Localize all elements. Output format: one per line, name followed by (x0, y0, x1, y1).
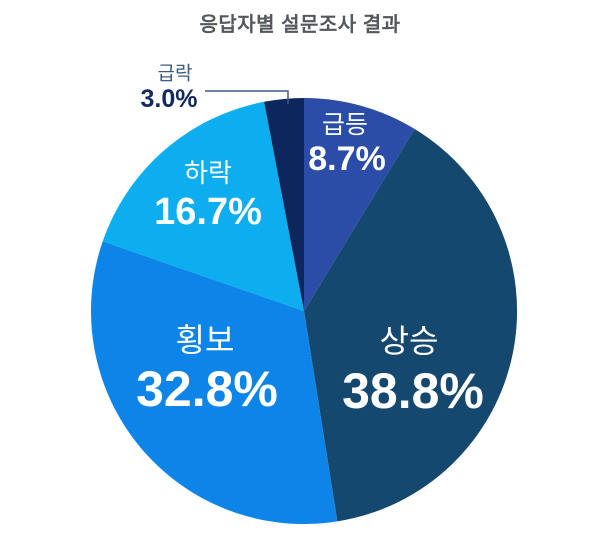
slice-label-fall: 하락 (184, 158, 232, 188)
slice-label-surge: 급등 (322, 111, 368, 139)
slice-label-rise: 상승 (380, 323, 439, 359)
slice-value-surge: 8.7% (308, 140, 386, 178)
leader-line-plunge (205, 90, 289, 104)
pie-slice-rise (304, 129, 518, 522)
chart-title: 응답자별 설문조사 결과 (199, 14, 401, 36)
pie-slice-fall (102, 101, 304, 311)
slice-value-fall: 16.7% (154, 191, 262, 233)
slice-label-sideways: 횡보 (176, 322, 235, 358)
pie-slice-surge (304, 97, 415, 311)
pie-slice-plunge (264, 98, 304, 311)
slice-value-sideways: 32.8% (136, 361, 278, 417)
slice-value-rise: 38.8% (342, 363, 484, 419)
pie-slice-sideways (91, 241, 338, 525)
slice-label-plunge: 급락 (158, 63, 193, 85)
slice-value-plunge: 3.0% (141, 85, 198, 113)
